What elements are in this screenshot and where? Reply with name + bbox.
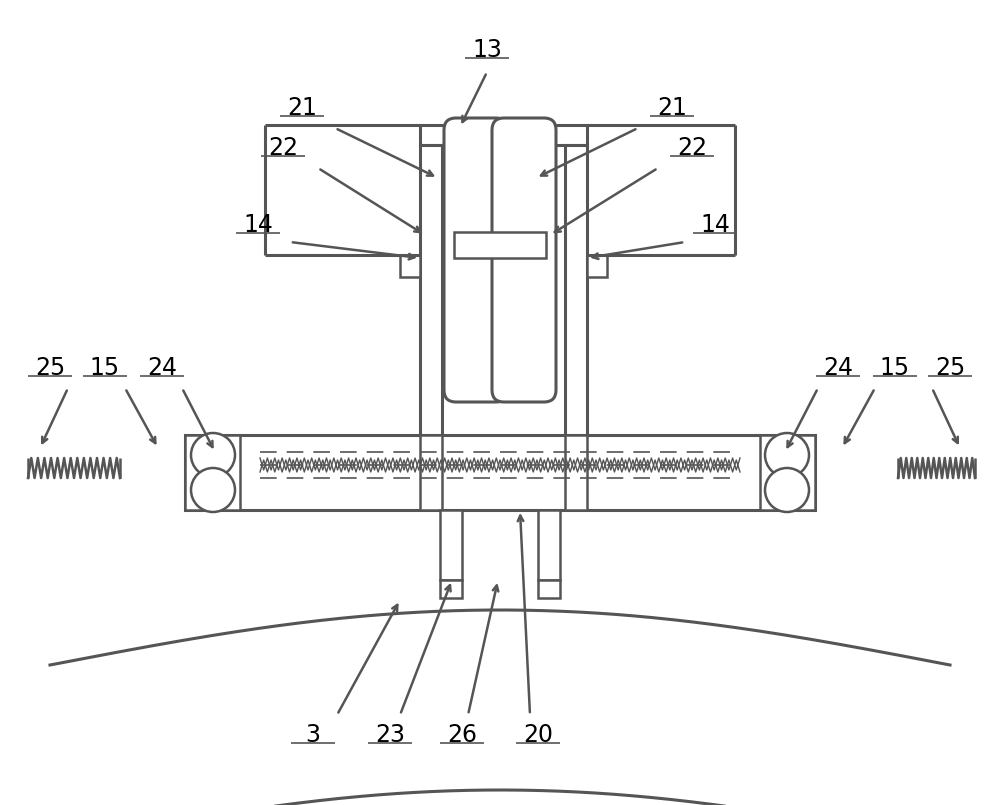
FancyBboxPatch shape [492,118,556,402]
Circle shape [765,468,809,512]
Bar [440,580,462,598]
Bar [565,145,587,480]
Text: 21: 21 [287,96,317,120]
Text: 20: 20 [523,723,553,747]
Bar [400,255,420,277]
Text: 14: 14 [243,213,273,237]
Bar [420,125,587,145]
Text: 21: 21 [657,96,687,120]
Text: 25: 25 [35,356,65,380]
Bar [420,145,442,480]
Text: 13: 13 [472,38,502,62]
Bar [587,255,607,277]
Bar [185,435,815,510]
Circle shape [765,433,809,477]
Circle shape [191,433,235,477]
Bar [420,435,442,510]
Bar [538,510,560,580]
Text: 15: 15 [880,356,910,380]
Text: 22: 22 [677,136,707,160]
Bar [538,580,560,598]
Text: 23: 23 [375,723,405,747]
Bar [565,435,587,510]
Text: 3: 3 [306,723,320,747]
Text: 22: 22 [268,136,298,160]
Text: 26: 26 [447,723,477,747]
FancyBboxPatch shape [444,118,508,402]
Bar [185,435,240,510]
Circle shape [191,468,235,512]
Bar [454,232,546,258]
Text: 25: 25 [935,356,965,380]
Bar [760,435,815,510]
Bar [440,510,462,580]
Text: 15: 15 [90,356,120,380]
Text: 24: 24 [147,356,177,380]
Text: 14: 14 [700,213,730,237]
Text: 24: 24 [823,356,853,380]
